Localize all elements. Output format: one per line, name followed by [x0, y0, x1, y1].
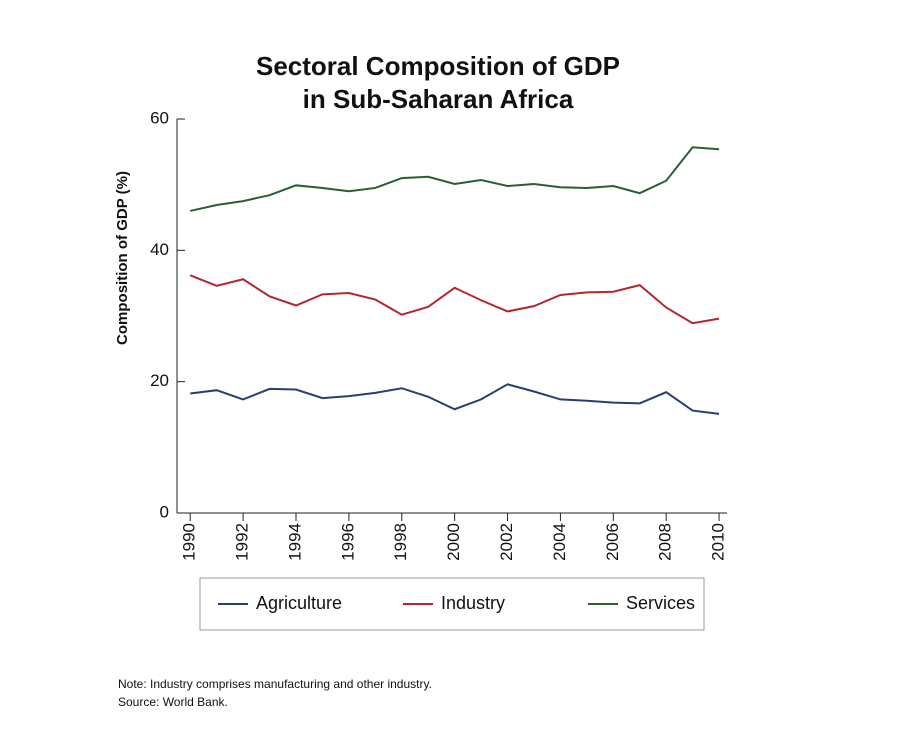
x-tick-label: 2002 — [497, 523, 516, 561]
x-tick-label: 1998 — [391, 523, 410, 561]
x-tick-label: 1992 — [233, 523, 252, 561]
x-tick-label: 1996 — [338, 523, 357, 561]
chart-title: Sectoral Composition of GDP — [256, 51, 620, 81]
x-tick-label: 2010 — [709, 523, 728, 561]
y-tick-label: 20 — [150, 371, 169, 390]
x-tick-label: 2004 — [550, 523, 569, 561]
x-tick-label: 2000 — [444, 523, 463, 561]
note: Note: Industry comprises manufacturing a… — [118, 677, 432, 691]
chart-title: in Sub-Saharan Africa — [303, 84, 574, 114]
x-tick-label: 2008 — [656, 523, 675, 561]
y-axis-label: Composition of GDP (%) — [114, 171, 131, 345]
note: Source: World Bank. — [118, 695, 228, 709]
x-tick-label: 1990 — [180, 523, 199, 561]
legend-label: Services — [626, 593, 695, 613]
line-series — [190, 383, 720, 415]
y-tick-label: 40 — [150, 240, 169, 259]
x-tick-label: 2006 — [603, 523, 622, 561]
legend-label: Agriculture — [256, 593, 342, 613]
line-series — [189, 274, 720, 325]
legend-label: Industry — [441, 593, 505, 613]
x-tick-label: 1994 — [285, 523, 304, 561]
legend-box — [199, 577, 705, 631]
y-tick-label: 0 — [160, 502, 169, 521]
line-series — [190, 146, 720, 212]
y-tick-label: 60 — [150, 108, 169, 127]
